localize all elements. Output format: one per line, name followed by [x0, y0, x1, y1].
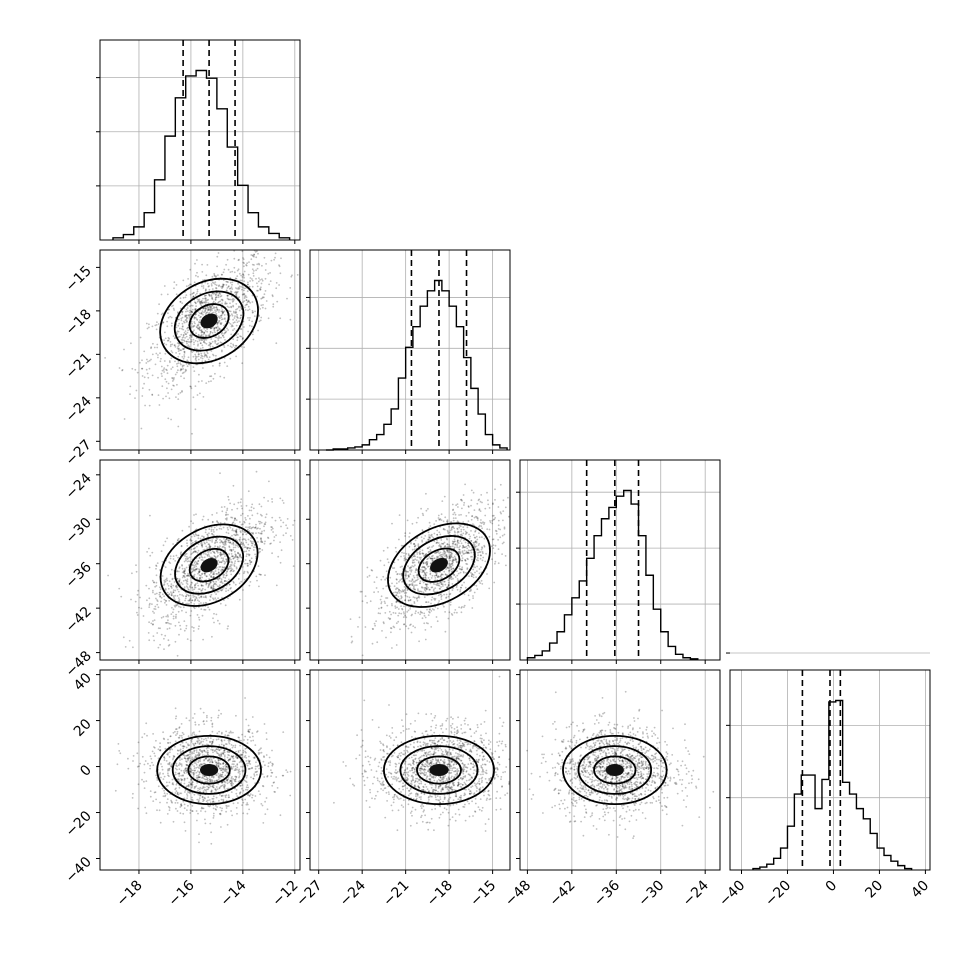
panel-frame: [519, 459, 721, 661]
density-contour: [429, 764, 449, 776]
density-contour: [387, 522, 491, 608]
scatter-points: [104, 249, 299, 435]
y-tick-label: −18: [63, 306, 95, 338]
x-tick-label: −30: [635, 878, 667, 910]
x-tick-label: −20: [762, 878, 794, 910]
histogram-steps: [526, 489, 699, 660]
density-contour: [593, 755, 637, 785]
scatter-points: [526, 690, 715, 839]
x-tick-label: −18: [424, 878, 456, 910]
x-tick-label: −27: [293, 878, 325, 910]
x-tick-label: 20: [862, 878, 886, 902]
x-tick-label: −16: [166, 877, 198, 909]
density-contour: [605, 764, 624, 776]
histogram-panel-3: −40 −20 0 20 40: [716, 652, 932, 910]
density-contour: [159, 277, 259, 365]
density-contour: [430, 557, 448, 573]
density-contour: [187, 755, 231, 785]
panel-frame: [99, 39, 301, 241]
scatter-panel-2-0: −48−42−36−30−24: [63, 459, 301, 680]
y-tick-label: −27: [63, 437, 95, 469]
x-tick-label: −48: [502, 878, 534, 910]
density-contour: [383, 734, 495, 806]
density-contour: [200, 313, 218, 329]
y-tick-label: −36: [63, 559, 95, 591]
density-contour: [159, 523, 259, 607]
panel-frame: [99, 249, 301, 451]
y-tick-label: −42: [63, 604, 95, 636]
y-tick-label: −24: [63, 393, 95, 425]
panel-frame: [309, 459, 511, 661]
y-tick-label: −24: [63, 470, 95, 502]
x-tick-label: 40: [908, 878, 932, 902]
x-tick-label: −14: [217, 877, 249, 909]
panel-frame: [99, 459, 301, 661]
x-tick-label: −24: [337, 877, 369, 909]
panel-frame: [309, 669, 511, 871]
y-tick-label: −21: [63, 350, 95, 382]
density-contour: [188, 303, 230, 339]
density-contour: [156, 734, 262, 806]
density-contour: [562, 734, 668, 806]
panel-frame: [729, 669, 931, 871]
y-tick-label: −20: [63, 808, 95, 840]
y-tick-label: −40: [63, 854, 95, 886]
histogram-panel-1: [306, 249, 511, 454]
y-tick-label: −15: [63, 263, 95, 295]
histogram-panel-2: [516, 459, 721, 664]
x-tick-label: −15: [467, 878, 499, 910]
y-tick-label: 20: [71, 716, 95, 740]
density-contour: [416, 755, 462, 785]
x-tick-label: −40: [716, 878, 748, 910]
histogram-steps: [112, 69, 291, 240]
scatter-points: [333, 675, 511, 832]
scatter-panel-1-0: −27 −24 −21 −18 −15: [63, 249, 301, 469]
histogram-panel-0: [96, 39, 301, 244]
density-contour: [399, 745, 479, 795]
density-contour: [577, 745, 653, 795]
density-contour: [173, 290, 245, 352]
x-tick-label: 0: [823, 878, 841, 896]
density-contour: [200, 764, 219, 776]
y-tick-label: −30: [63, 515, 95, 547]
density-contour: [200, 558, 218, 573]
scatter-points: [107, 470, 296, 657]
x-tick-label: −24: [680, 877, 712, 909]
x-tick-label: −18: [114, 878, 146, 910]
x-tick-label: −42: [546, 878, 578, 910]
panel-frame: [519, 669, 721, 871]
panel-frame: [309, 249, 511, 451]
x-tick-label: −21: [380, 878, 412, 910]
histogram-steps: [325, 279, 508, 451]
panel-frame: [99, 669, 301, 871]
density-contour: [188, 547, 230, 583]
scatter-panel-2-1: [306, 459, 511, 664]
density-contour: [174, 535, 244, 595]
x-tick-label: −36: [591, 877, 623, 909]
y-tick-label: 0: [77, 762, 95, 780]
scatter-points: [349, 483, 510, 657]
density-contour: [402, 535, 476, 596]
histogram-steps: [752, 699, 913, 870]
scatter-panel-3-2: −48 −42 −36 −30 −24: [502, 669, 721, 910]
density-contour: [171, 745, 247, 795]
scatter-panel-3-1: −27 −24 −21 −18 −15: [293, 669, 511, 910]
density-contour: [417, 547, 461, 583]
